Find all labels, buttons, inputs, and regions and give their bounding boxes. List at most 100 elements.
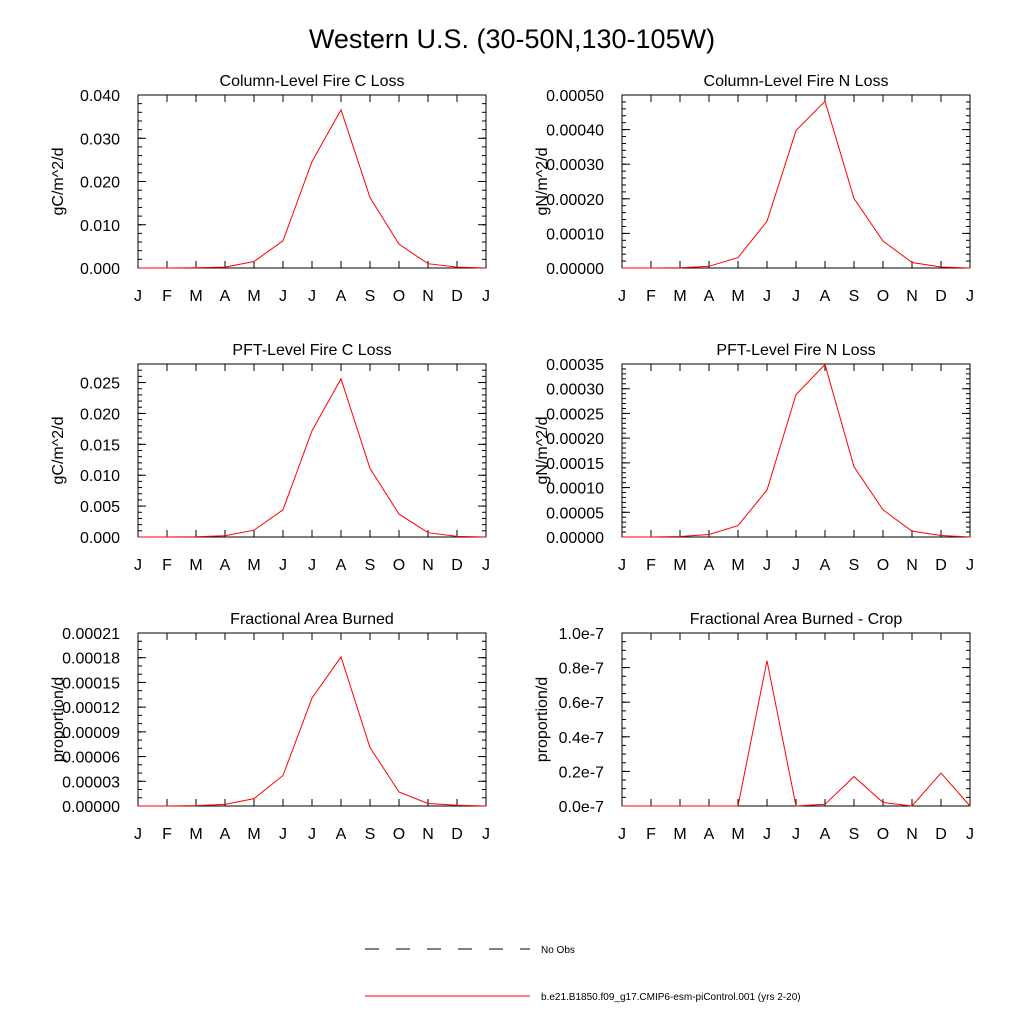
x-tick-label: J	[792, 826, 800, 843]
x-tick-label: J	[763, 826, 771, 843]
y-tick-label: 0.00020	[546, 431, 604, 448]
y-tick-label: 0.025	[80, 376, 120, 393]
chart-title: Fractional Area Burned	[230, 611, 394, 628]
x-tick-label: M	[189, 288, 202, 305]
x-tick-label: N	[906, 288, 918, 305]
y-tick-label: 0.2e-7	[559, 764, 604, 781]
y-tick-label: 0.00000	[546, 530, 604, 547]
x-tick-label: J	[308, 288, 316, 305]
y-tick-label: 0.010	[80, 218, 120, 235]
x-tick-label: M	[189, 826, 202, 843]
plot-frame	[138, 95, 486, 268]
x-tick-label: M	[247, 826, 260, 843]
y-tick-label: 0.00010	[546, 481, 604, 498]
x-tick-label: S	[365, 288, 376, 305]
x-tick-label: J	[279, 557, 287, 574]
plot-frame	[138, 633, 486, 806]
series-line-model	[138, 657, 486, 806]
x-tick-label: F	[162, 288, 172, 305]
x-tick-label: O	[393, 826, 405, 843]
x-tick-label: J	[618, 826, 626, 843]
y-tick-label: 0.00030	[546, 157, 604, 174]
x-tick-label: D	[935, 557, 947, 574]
x-tick-label: F	[646, 557, 656, 574]
x-tick-label: S	[849, 826, 860, 843]
y-tick-label: 0.4e-7	[559, 730, 604, 747]
x-tick-label: J	[763, 288, 771, 305]
y-tick-label: 0.00050	[546, 88, 604, 105]
y-tick-label: 0.0e-7	[559, 799, 604, 816]
y-tick-label: 0.000	[80, 530, 120, 547]
x-tick-label: J	[308, 826, 316, 843]
y-tick-label: 0.005	[80, 499, 120, 516]
y-tick-label: 0.00006	[62, 750, 120, 767]
x-tick-label: F	[162, 557, 172, 574]
x-tick-label: J	[279, 288, 287, 305]
x-tick-label: A	[820, 557, 831, 574]
x-tick-label: J	[792, 557, 800, 574]
y-tick-label: 0.00030	[546, 382, 604, 399]
x-tick-label: J	[482, 557, 490, 574]
x-tick-label: A	[336, 557, 347, 574]
y-tick-label: 0.040	[80, 88, 120, 105]
x-tick-label: A	[704, 826, 715, 843]
y-tick-label: 0.00000	[62, 799, 120, 816]
x-tick-label: N	[422, 826, 434, 843]
x-tick-label: A	[704, 557, 715, 574]
figure-title: Western U.S. (30-50N,130-105W)	[309, 24, 715, 54]
plot-frame	[622, 95, 970, 268]
chart-title: Column-Level Fire N Loss	[704, 73, 889, 90]
x-tick-label: D	[451, 557, 463, 574]
x-tick-label: J	[134, 288, 142, 305]
y-tick-label: 0.000	[80, 261, 120, 278]
chart-title: Fractional Area Burned - Crop	[690, 611, 903, 628]
y-tick-label: 0.020	[80, 406, 120, 423]
y-tick-label: 0.015	[80, 437, 120, 454]
x-tick-label: M	[731, 288, 744, 305]
series-line-model	[622, 661, 970, 806]
chart-panel-6: Fractional Area Burned - Cropproportion/…	[534, 611, 974, 843]
y-tick-label: 0.020	[80, 175, 120, 192]
x-tick-label: M	[731, 557, 744, 574]
y-tick-label: 0.00021	[62, 626, 120, 643]
x-tick-label: J	[792, 288, 800, 305]
series-line-model	[622, 101, 970, 268]
x-tick-label: J	[134, 826, 142, 843]
x-tick-label: A	[220, 288, 231, 305]
y-tick-label: 0.00005	[546, 505, 604, 522]
x-tick-label: M	[673, 288, 686, 305]
x-tick-label: J	[308, 557, 316, 574]
x-tick-label: A	[704, 288, 715, 305]
y-tick-label: 0.00012	[62, 700, 120, 717]
x-tick-label: J	[966, 557, 974, 574]
x-tick-label: D	[935, 826, 947, 843]
x-tick-label: F	[646, 288, 656, 305]
y-tick-label: 0.00015	[62, 675, 120, 692]
y-tick-label: 0.030	[80, 131, 120, 148]
x-tick-label: N	[906, 557, 918, 574]
legend-obs-label: No Obs	[541, 945, 575, 956]
y-tick-label: 1.0e-7	[559, 626, 604, 643]
y-tick-label: 0.00003	[62, 774, 120, 791]
x-tick-label: M	[731, 826, 744, 843]
x-tick-label: D	[451, 826, 463, 843]
x-tick-label: A	[336, 826, 347, 843]
y-tick-label: 0.00000	[546, 261, 604, 278]
chart-title: PFT-Level Fire C Loss	[232, 342, 391, 359]
x-tick-label: J	[279, 826, 287, 843]
x-tick-label: J	[763, 557, 771, 574]
x-tick-label: M	[673, 557, 686, 574]
series-line-model	[138, 379, 486, 537]
x-tick-label: N	[906, 826, 918, 843]
legend-model-label: b.e21.B1850.f09_g17.CMIP6-esm-piControl.…	[541, 992, 801, 1003]
y-tick-label: 0.00020	[546, 192, 604, 209]
x-tick-label: J	[618, 288, 626, 305]
y-tick-label: 0.00009	[62, 725, 120, 742]
x-tick-label: S	[365, 557, 376, 574]
x-tick-label: M	[189, 557, 202, 574]
chart-title: PFT-Level Fire N Loss	[716, 342, 875, 359]
